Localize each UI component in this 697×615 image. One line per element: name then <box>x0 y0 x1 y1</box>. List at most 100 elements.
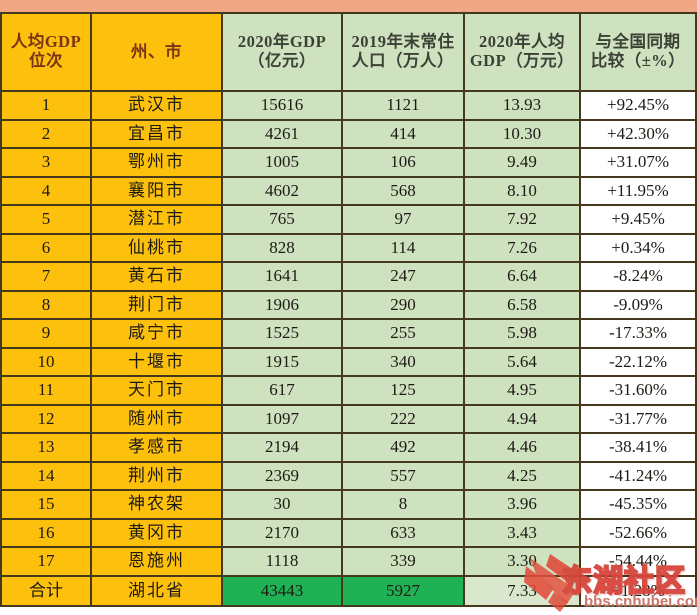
population-cell: 557 <box>343 462 465 491</box>
gdp-cell: 1915 <box>223 348 343 377</box>
table-row: 7 黄石市 1641 247 6.64 -8.24% <box>2 263 695 292</box>
city-cell: 黄冈市 <box>92 519 223 548</box>
vs-national-cell: -17.33% <box>581 320 695 349</box>
gdp-cell: 828 <box>223 234 343 263</box>
rank-cell: 11 <box>2 377 92 406</box>
vs-national-cell: -52.66% <box>581 519 695 548</box>
cropped-title-strip <box>0 0 697 12</box>
per-capita-cell: 3.96 <box>465 491 581 520</box>
city-cell: 湖北省 <box>92 576 223 605</box>
gdp-cell: 2170 <box>223 519 343 548</box>
rank-cell: 2 <box>2 120 92 149</box>
header-city: 州、市 <box>92 14 223 92</box>
table-row: 16 黄冈市 2170 633 3.43 -52.66% <box>2 519 695 548</box>
vs-national-cell: +0.34% <box>581 234 695 263</box>
table-row: 10 十堰市 1915 340 5.64 -22.12% <box>2 348 695 377</box>
header-vs-national: 与全国同期 比较（±%） <box>581 14 695 92</box>
city-cell: 孝感市 <box>92 434 223 463</box>
per-capita-cell: 4.25 <box>465 462 581 491</box>
per-capita-cell: 5.64 <box>465 348 581 377</box>
city-cell: 神农架 <box>92 491 223 520</box>
vs-national-cell: -54.44% <box>581 548 695 577</box>
vs-national-cell: +42.30% <box>581 120 695 149</box>
city-cell: 荆门市 <box>92 291 223 320</box>
gdp-cell: 1906 <box>223 291 343 320</box>
header-per-capita: 2020年人均 GDP（万元） <box>465 14 581 92</box>
table-row: 合计 湖北省 43443 5927 7.33 +1.28% <box>2 576 695 605</box>
city-cell: 随州市 <box>92 405 223 434</box>
per-capita-cell: 8.10 <box>465 177 581 206</box>
vs-national-cell: -31.77% <box>581 405 695 434</box>
population-cell: 568 <box>343 177 465 206</box>
vs-national-cell: -38.41% <box>581 434 695 463</box>
gdp-cell: 1097 <box>223 405 343 434</box>
population-cell: 247 <box>343 263 465 292</box>
per-capita-cell: 4.94 <box>465 405 581 434</box>
vs-national-cell: +92.45% <box>581 92 695 121</box>
table-row: 6 仙桃市 828 114 7.26 +0.34% <box>2 234 695 263</box>
city-cell: 仙桃市 <box>92 234 223 263</box>
rank-cell: 15 <box>2 491 92 520</box>
vs-national-cell: -8.24% <box>581 263 695 292</box>
gdp-cell: 30 <box>223 491 343 520</box>
rank-cell: 12 <box>2 405 92 434</box>
vs-national-cell: +31.07% <box>581 149 695 178</box>
gdp-cell: 1641 <box>223 263 343 292</box>
city-cell: 荆州市 <box>92 462 223 491</box>
rank-cell: 14 <box>2 462 92 491</box>
table-row: 4 襄阳市 4602 568 8.10 +11.95% <box>2 177 695 206</box>
population-cell: 106 <box>343 149 465 178</box>
per-capita-cell: 7.92 <box>465 206 581 235</box>
per-capita-cell: 13.93 <box>465 92 581 121</box>
table-row: 1 武汉市 15616 1121 13.93 +92.45% <box>2 92 695 121</box>
population-cell: 290 <box>343 291 465 320</box>
vs-national-cell: -22.12% <box>581 348 695 377</box>
city-cell: 十堰市 <box>92 348 223 377</box>
population-cell: 114 <box>343 234 465 263</box>
population-cell: 340 <box>343 348 465 377</box>
per-capita-cell: 3.30 <box>465 548 581 577</box>
rank-cell: 10 <box>2 348 92 377</box>
population-cell: 1121 <box>343 92 465 121</box>
rank-cell: 16 <box>2 519 92 548</box>
header-rank: 人均GDP 位次 <box>2 14 92 92</box>
vs-national-cell: -9.09% <box>581 291 695 320</box>
gdp-cell: 4602 <box>223 177 343 206</box>
population-cell: 255 <box>343 320 465 349</box>
per-capita-cell: 4.46 <box>465 434 581 463</box>
table-header-row: 人均GDP 位次 州、市 2020年GDP （亿元） 2019年末常住 人口（万… <box>2 14 695 92</box>
table-row: 17 恩施州 1118 339 3.30 -54.44% <box>2 548 695 577</box>
city-cell: 咸宁市 <box>92 320 223 349</box>
table-row: 14 荆州市 2369 557 4.25 -41.24% <box>2 462 695 491</box>
city-cell: 武汉市 <box>92 92 223 121</box>
city-cell: 鄂州市 <box>92 149 223 178</box>
population-cell: 414 <box>343 120 465 149</box>
rank-cell: 5 <box>2 206 92 235</box>
table-row: 2 宜昌市 4261 414 10.30 +42.30% <box>2 120 695 149</box>
per-capita-cell: 3.43 <box>465 519 581 548</box>
table-row: 15 神农架 30 8 3.96 -45.35% <box>2 491 695 520</box>
header-population: 2019年末常住 人口（万人） <box>343 14 465 92</box>
population-cell: 222 <box>343 405 465 434</box>
rank-cell: 17 <box>2 548 92 577</box>
rank-cell: 7 <box>2 263 92 292</box>
gdp-cell: 2194 <box>223 434 343 463</box>
per-capita-cell: 9.49 <box>465 149 581 178</box>
per-capita-cell: 4.95 <box>465 377 581 406</box>
gdp-cell: 4261 <box>223 120 343 149</box>
table-row: 13 孝感市 2194 492 4.46 -38.41% <box>2 434 695 463</box>
vs-national-cell: +1.28% <box>581 576 695 605</box>
gdp-cell: 1118 <box>223 548 343 577</box>
header-gdp-2020: 2020年GDP （亿元） <box>223 14 343 92</box>
city-cell: 恩施州 <box>92 548 223 577</box>
gdp-cell: 15616 <box>223 92 343 121</box>
rank-cell: 合计 <box>2 576 92 605</box>
gdp-cell: 765 <box>223 206 343 235</box>
vs-national-cell: +11.95% <box>581 177 695 206</box>
rank-cell: 1 <box>2 92 92 121</box>
vs-national-cell: -45.35% <box>581 491 695 520</box>
per-capita-cell: 10.30 <box>465 120 581 149</box>
gdp-cell: 1525 <box>223 320 343 349</box>
table-row: 9 咸宁市 1525 255 5.98 -17.33% <box>2 320 695 349</box>
